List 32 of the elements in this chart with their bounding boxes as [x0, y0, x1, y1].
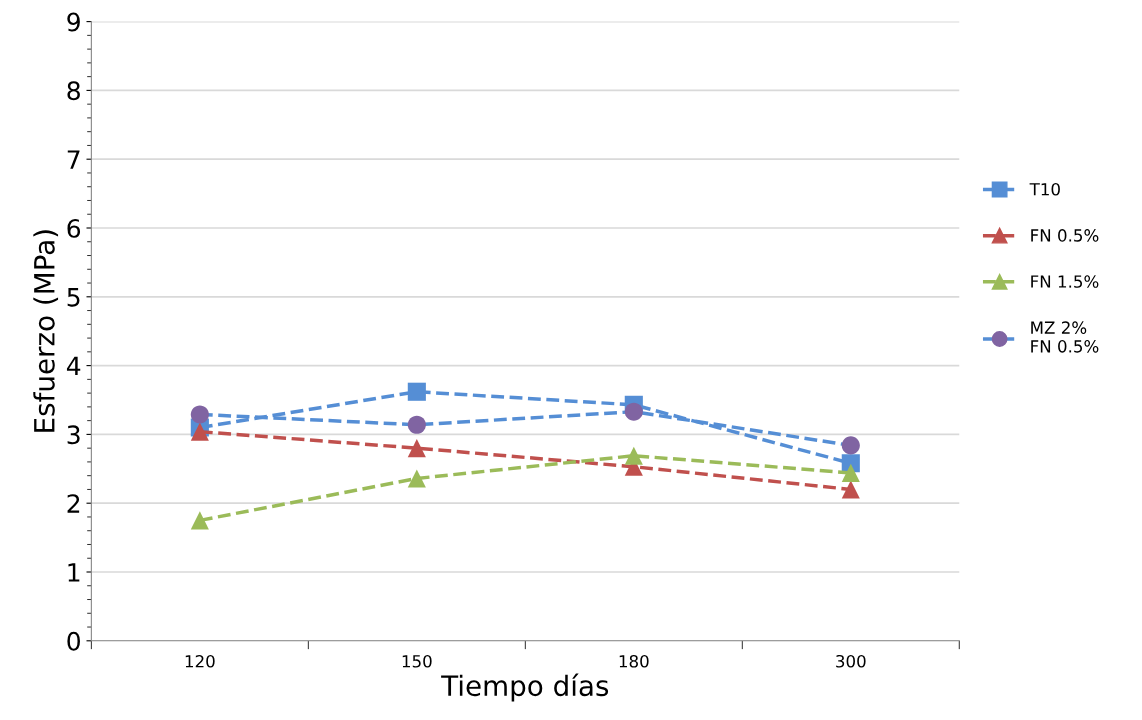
y-tick-label: 7 [67, 150, 80, 169]
y-axis-title: Esfuerzo (MPa) [33, 230, 59, 432]
point [190, 422, 209, 441]
legend-label: T10 [1029, 182, 1060, 196]
legend-label: FN 0.5% [1031, 229, 1099, 242]
legend-label: MZ 2% FN 0.5% [1031, 321, 1099, 353]
y-tick-label: 9 [67, 12, 80, 32]
point [190, 405, 209, 424]
y-tick-label: 8 [67, 81, 80, 101]
x-tick-label: 120 [185, 654, 215, 668]
point [407, 415, 426, 434]
point [407, 382, 426, 401]
point [407, 439, 426, 458]
y-tick-label: 5 [67, 288, 80, 307]
x-tick-label: 180 [619, 654, 649, 668]
x-axis-title: Tiempo días [441, 673, 609, 702]
y-tick-label: 6 [67, 218, 81, 238]
point [841, 480, 860, 499]
y-tick-label: 3 [67, 425, 80, 445]
y-tick-label: 0 [67, 631, 80, 651]
legend-label: FN 1.5% [1031, 275, 1099, 288]
point [624, 446, 643, 465]
point [407, 469, 426, 488]
y-tick-label: 1 [68, 563, 80, 582]
x-tick-label: 300 [836, 654, 866, 668]
y-tick-label: 2 [67, 494, 80, 513]
x-tick-label: 150 [402, 654, 432, 668]
point [841, 436, 860, 455]
point [841, 463, 860, 482]
y-tick-label: 4 [66, 356, 81, 376]
point [624, 402, 643, 421]
point [190, 511, 209, 530]
